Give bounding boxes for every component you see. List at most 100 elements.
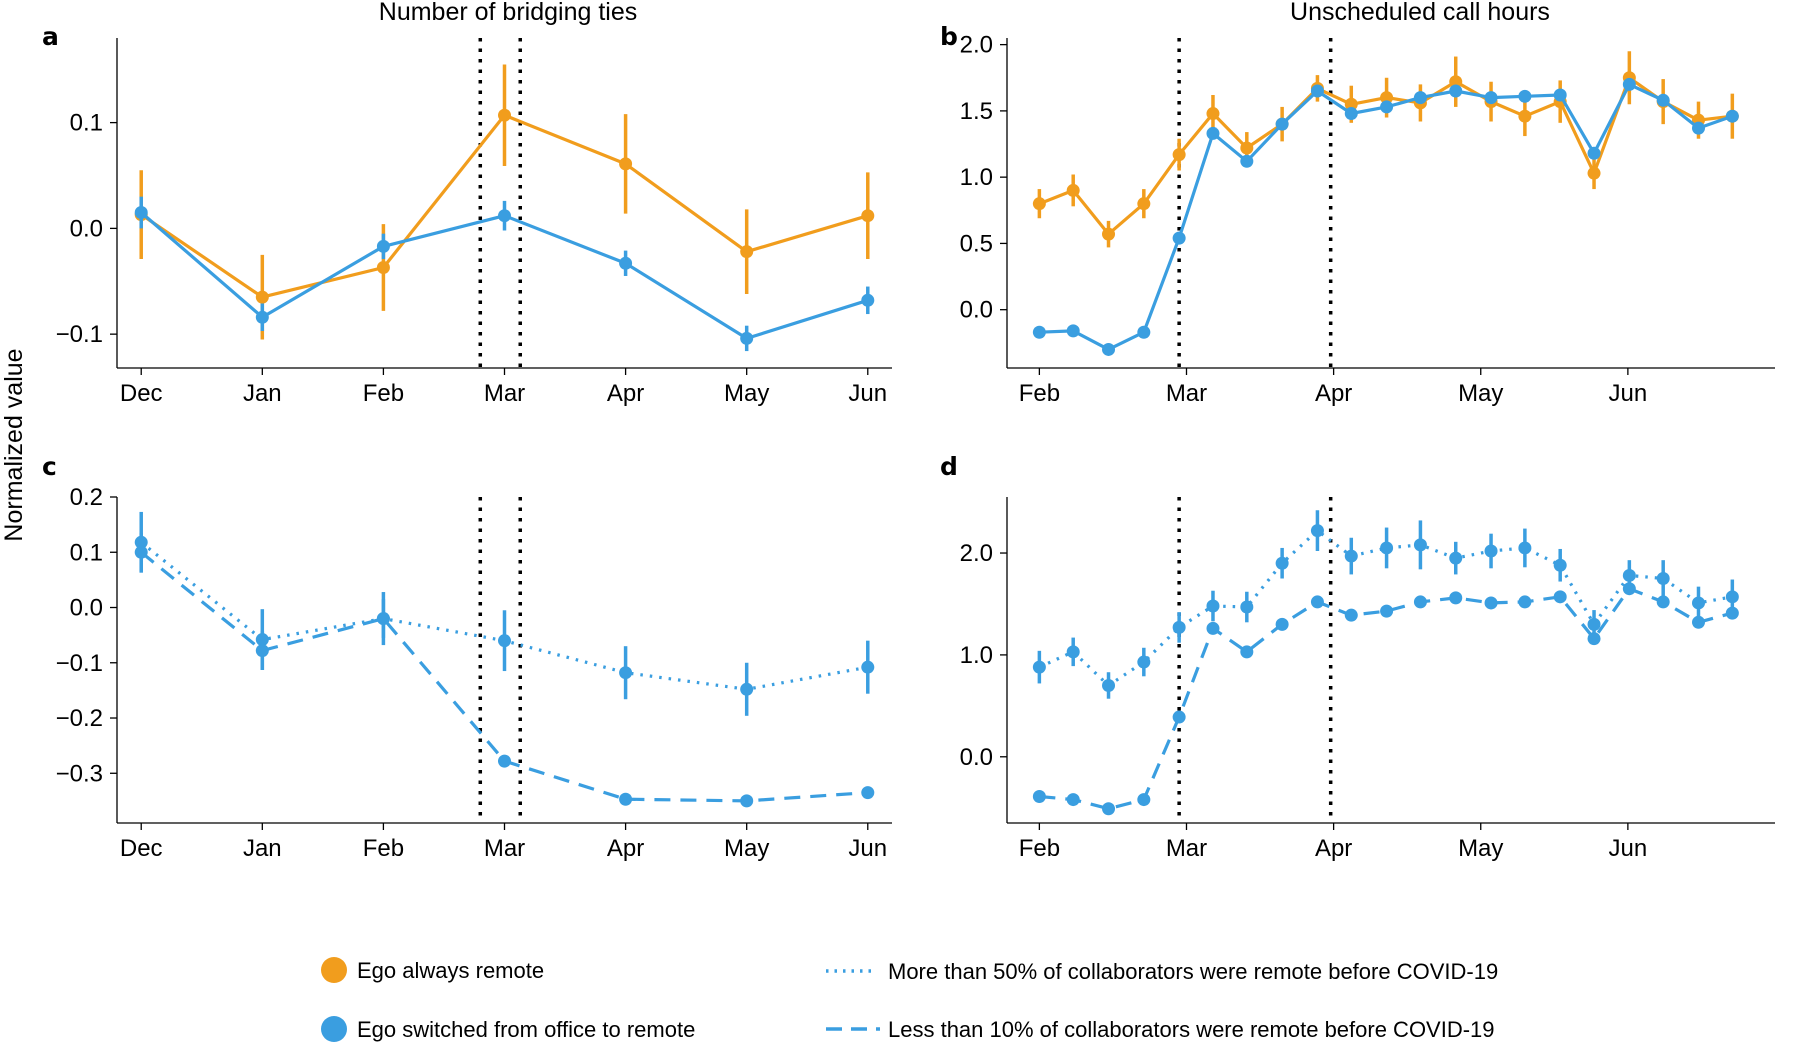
data-point: [1344, 97, 1358, 111]
y-tick-label: 1.0: [960, 164, 993, 191]
data-point: [1310, 84, 1324, 98]
data-point: [1484, 544, 1498, 558]
legend-orange-label: Ego always remote: [357, 958, 544, 983]
x-tick-label: Mar: [484, 835, 525, 862]
data-point: [1553, 590, 1567, 604]
data-point: [1275, 617, 1289, 631]
data-point: [1102, 678, 1116, 692]
x-tick-label: Apr: [607, 835, 644, 862]
x-tick-label: Jun: [848, 835, 887, 862]
data-point: [740, 682, 754, 696]
x-tick-label: Dec: [120, 380, 163, 407]
panel-d: d 0.0 1.0 2.0 Feb Mar Apr May Jun: [940, 452, 1775, 862]
data-point: [1032, 660, 1046, 674]
series-solid-blue: [134, 196, 875, 352]
legend-dotted-label: More than 50% of collaborators were remo…: [888, 959, 1498, 984]
y-tick-label: 1.5: [960, 98, 993, 125]
data-point: [1206, 599, 1220, 613]
data-point: [1240, 141, 1254, 155]
y-tick-label: 0.2: [70, 484, 103, 511]
data-point: [1622, 568, 1636, 582]
legend: Ego always remote Ego switched from offi…: [321, 957, 1498, 1042]
data-point: [1484, 596, 1498, 610]
data-point: [1656, 93, 1670, 107]
data-point: [1380, 541, 1394, 555]
legend-blue-label: Ego switched from office to remote: [357, 1017, 695, 1042]
x-tick-label: Mar: [1166, 380, 1207, 407]
y-tick-label: 0.0: [70, 595, 103, 622]
legend-blue-marker: [321, 1016, 347, 1042]
data-point: [1725, 109, 1739, 123]
panel-letter: c: [42, 452, 57, 481]
x-tick-label: Jan: [243, 380, 282, 407]
data-point: [1137, 197, 1151, 211]
data-point: [1032, 790, 1046, 804]
data-point: [1172, 231, 1186, 245]
y-tick-label: 0.0: [960, 297, 993, 324]
series-solid-blue: [1032, 77, 1739, 356]
data-point: [1172, 620, 1186, 634]
y-tick-label: −0.2: [56, 705, 103, 732]
data-point: [1137, 325, 1151, 339]
y-tick-label: 2.0: [960, 32, 993, 59]
panel-letter: b: [940, 22, 958, 51]
data-point: [619, 666, 633, 680]
data-point: [1484, 91, 1498, 105]
data-point: [1518, 595, 1532, 609]
data-point: [1310, 524, 1324, 538]
series-dotted-blue: [1032, 510, 1739, 699]
y-tick-label: 0.5: [960, 230, 993, 257]
data-point: [1240, 645, 1254, 659]
x-tick-label: Feb: [363, 835, 404, 862]
x-tick-label: Apr: [1315, 835, 1352, 862]
data-point: [1275, 117, 1289, 131]
data-point: [1172, 148, 1186, 162]
legend-dashed-label: Less than 10% of collaborators were remo…: [888, 1017, 1495, 1042]
panel-letter: a: [42, 22, 59, 51]
x-tick-label: Mar: [1166, 835, 1207, 862]
data-point: [1518, 89, 1532, 103]
data-point: [1380, 100, 1394, 114]
data-point: [1413, 91, 1427, 105]
data-point: [1380, 604, 1394, 618]
x-tick-label: Apr: [607, 380, 644, 407]
y-tick-label: 0.1: [70, 539, 103, 566]
data-point: [1622, 582, 1636, 596]
x-tick-label: May: [1458, 380, 1503, 407]
data-point: [861, 209, 875, 223]
data-point: [619, 157, 633, 171]
x-tick-label: Feb: [1019, 380, 1060, 407]
data-point: [1449, 591, 1463, 605]
data-point: [1622, 77, 1636, 91]
y-tick-label: −0.1: [56, 321, 103, 348]
y-tick-label: 1.0: [960, 642, 993, 669]
panel-b: b Unscheduled call hours 0.0 0.5 1.0 1.5 2.0 Fe…: [940, 0, 1775, 407]
data-point: [1449, 551, 1463, 565]
panel-letter: d: [940, 452, 958, 481]
y-tick-label: 0.0: [70, 215, 103, 242]
x-tick-label: May: [724, 835, 769, 862]
data-point: [134, 206, 148, 220]
data-point: [1518, 541, 1532, 555]
data-point: [1587, 617, 1601, 631]
series-line: [140, 211, 869, 340]
data-point: [1206, 126, 1220, 140]
data-point: [498, 754, 511, 768]
data-point: [1725, 606, 1739, 620]
data-point: [1137, 655, 1151, 669]
data-point: [1240, 600, 1254, 614]
data-point: [376, 612, 390, 626]
data-point: [1587, 146, 1601, 160]
data-point: [740, 245, 754, 259]
data-point: [134, 545, 148, 559]
data-point: [1344, 107, 1358, 121]
x-tick-label: Jan: [243, 835, 282, 862]
data-point: [1587, 632, 1601, 646]
data-point: [1380, 91, 1394, 105]
data-point: [619, 792, 633, 806]
data-point: [1137, 793, 1151, 807]
data-point: [1240, 154, 1254, 168]
data-point: [1413, 595, 1427, 609]
data-point: [1066, 183, 1080, 197]
